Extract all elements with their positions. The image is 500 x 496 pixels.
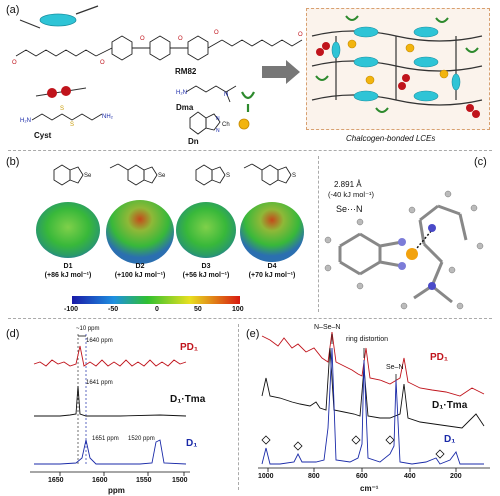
svg-text:Cyst: Cyst [34,131,52,140]
nmr-xtick-2: 1550 [136,477,152,484]
se-n-energy: (-40 kJ mol⁻¹) [328,190,375,199]
svg-text:S: S [60,106,64,112]
esp-map-d3 [176,202,236,258]
raman-xlabel: cm⁻¹ [360,484,379,493]
separator-top [8,150,492,151]
dma-icon [241,91,255,112]
cyst-icon [35,86,87,98]
raman-xtick-4: 200 [450,473,462,480]
raman-trace-d1 [261,347,484,465]
colorbar-tick-4: 100 [232,306,244,313]
dma-structure [185,85,237,103]
raman-name-pd1: PD₁ [430,352,449,363]
nmr-name-d1: D₁ [186,438,198,449]
se-n-interaction: Se···N [336,204,363,214]
svg-text:O: O [12,60,17,66]
panel-c-structure [324,190,484,310]
raman-annot-sen: Se–N [386,364,404,371]
panel-d-nmr [30,334,190,476]
raman-annot-ring: ring distortion [346,336,389,343]
reaction-arrow [262,60,300,84]
mesogen-icon [19,5,99,29]
colorbar-tick-3: 50 [194,306,202,313]
separator-middle [8,318,492,319]
nmr-peak2-d1: 1520 ppm [128,436,155,442]
panel-b-label: (b) [6,156,20,168]
rm82-label: RM82 [175,67,197,76]
nmr-trace-pd1 [33,345,187,367]
svg-text:Ch: Ch [222,122,230,128]
separator-vertical-de [238,324,239,490]
nmr-xlabel: ppm [108,486,125,495]
panel-b-molecules: Se Se S S [36,163,304,304]
colorbar-tick-0: -100 [64,306,79,313]
svg-text:NH₂: NH₂ [102,114,114,120]
svg-text:Se: Se [158,173,166,179]
svg-text:O: O [100,60,105,66]
panel-a-label: (a) [6,4,20,16]
raman-trace-d1tma [261,347,485,429]
svg-text:Dn: Dn [188,137,199,146]
nmr-xtick-1: 1600 [92,477,108,484]
svg-text:Se: Se [84,173,92,179]
raman-xtick-2: 600 [356,473,368,480]
lce-network [311,15,483,118]
svg-text:N: N [224,92,228,98]
nmr-xtick-3: 1500 [172,477,188,484]
nmr-name-d1tma: D₁·Tma [170,394,206,405]
nmr-peak-pd1: 1640 ppm [86,338,113,344]
svg-text:O: O [140,36,145,42]
raman-xtick-0: 1000 [258,473,274,480]
dn-icon [238,118,250,130]
mol-label-d1: D1 (+86 kJ mol⁻¹) [44,263,92,279]
panel-c-label: (c) [474,156,487,168]
nmr-peak-d1: 1651 ppm [92,436,119,442]
panel-e-label: (e) [246,328,260,340]
panel-d-label: (d) [6,328,20,340]
panel-e-raman [258,331,490,472]
esp-map-d2 [106,200,174,264]
raman-xtick-3: 400 [404,473,416,480]
nmr-shift-note: ~10 ppm [76,326,100,332]
esp-map-d4 [240,202,304,262]
svg-text:S: S [292,173,296,179]
nmr-trace-d1tma [34,385,187,417]
lce-caption: Chalcogen-bonded LCEs [346,134,436,143]
svg-text:S: S [226,173,230,179]
svg-text:O: O [298,32,303,38]
cyst-structure [31,113,103,121]
raman-xtick-1: 800 [308,473,320,480]
svg-text:H₂N: H₂N [20,118,31,124]
svg-text:S: S [70,122,74,128]
nmr-peak-d1tma: 1641 ppm [86,380,113,386]
svg-text:H₂N: H₂N [176,90,187,96]
raman-name-d1tma: D₁·Tma [432,400,468,411]
svg-text:N: N [216,128,220,134]
raman-name-d1: D₁ [444,434,456,445]
colorbar [72,296,240,304]
raman-annot-nsen: N–Se–N [314,324,341,331]
panel-a-chemistry: O O O O O O RM82 H₂N N Dma H₂N NH₂ S S Cyst… [12,5,303,146]
mol-label-d4: D4 (+70 kJ mol⁻¹) [248,263,296,279]
nmr-name-pd1: PD₁ [180,342,199,353]
lce-network-box [306,8,490,130]
svg-text:N: N [216,116,220,122]
svg-text:O: O [178,36,183,42]
colorbar-tick-2: 0 [155,306,159,313]
colorbar-tick-1: -50 [108,306,119,313]
esp-map-d1 [36,202,100,258]
nmr-trace-d1 [34,439,187,465]
svg-text:Dma: Dma [176,103,194,112]
svg-text:O: O [214,30,219,36]
rm82-structure [15,35,303,61]
se-n-distance: 2.891 Å [334,180,362,189]
mol-label-d2: D2 (+100 kJ mol⁻¹) [114,263,166,279]
mol-label-d3: D3 (+56 kJ mol⁻¹) [182,263,230,279]
dn-structure [189,111,221,135]
raman-trace-pd1 [261,331,485,397]
separator-vertical-bc [318,156,319,312]
nmr-xtick-0: 1650 [48,477,64,484]
